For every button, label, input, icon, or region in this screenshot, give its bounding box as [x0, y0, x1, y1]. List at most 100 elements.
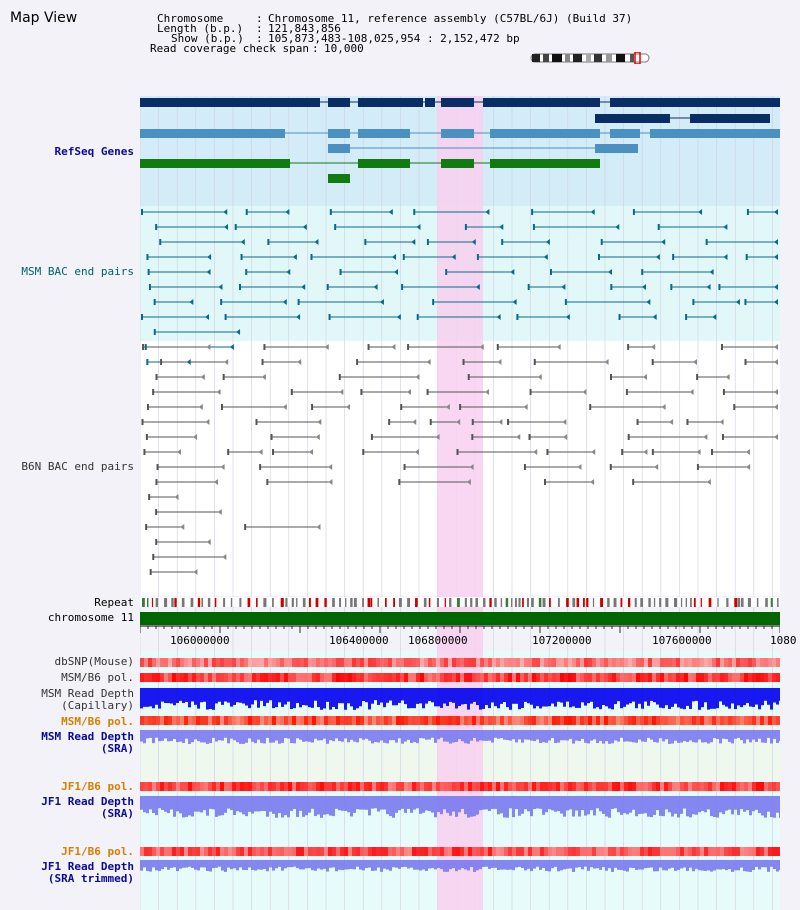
depth-bar — [569, 730, 572, 739]
chromosome-ideogram[interactable] — [530, 52, 652, 64]
repeat-mark — [557, 598, 560, 607]
refseq-genes-track[interactable] — [140, 98, 780, 183]
depth-bar — [530, 860, 533, 872]
heat-cell — [704, 658, 708, 667]
heat-cell — [744, 716, 748, 725]
bac-end — [641, 269, 644, 275]
depth-bar — [146, 796, 149, 814]
depth-bar — [704, 730, 707, 743]
depth-bar — [191, 730, 194, 743]
heat-cell — [176, 658, 180, 667]
depth-bar — [491, 688, 494, 703]
heat-cell — [424, 658, 428, 667]
heat-cell — [224, 658, 228, 667]
heat-cell — [152, 847, 156, 856]
heat-cell — [256, 658, 260, 667]
heat-cell — [164, 658, 168, 667]
repeat-mark — [291, 598, 294, 607]
heat-cell — [212, 847, 216, 856]
heatmap-tracks[interactable] — [140, 658, 780, 856]
heat-cell — [664, 847, 668, 856]
bac-end-arrow — [723, 254, 728, 260]
depth-bar — [368, 860, 371, 868]
depth-bar — [257, 860, 260, 870]
depth-bar — [764, 796, 767, 818]
heat-cell — [664, 716, 668, 725]
heat-cell — [460, 658, 464, 667]
heat-cell — [280, 716, 284, 725]
repeat-mark — [586, 598, 589, 607]
depth-bar — [290, 796, 293, 811]
heat-cell — [604, 847, 608, 856]
bac-end — [733, 404, 736, 410]
heat-cell — [576, 782, 580, 791]
heat-cell — [592, 782, 596, 791]
repeat-mark — [197, 598, 201, 607]
depth-bar — [146, 860, 149, 872]
depth-bar — [353, 730, 356, 742]
highlight-region[interactable] — [437, 96, 483, 910]
heat-cell — [656, 847, 660, 856]
bac-end — [471, 419, 474, 425]
chromosome-bar[interactable] — [140, 612, 780, 625]
heat-cell — [280, 847, 284, 856]
depth-bar — [362, 688, 365, 702]
heat-cell — [328, 716, 332, 725]
heat-cell — [744, 847, 748, 856]
depth-bar — [272, 730, 275, 743]
depth-bar — [356, 688, 359, 709]
b6n-bac-track[interactable] — [141, 344, 778, 575]
heat-cell — [300, 658, 304, 667]
depth-bar — [440, 796, 443, 815]
heat-cell — [404, 716, 408, 725]
heat-cell — [388, 673, 392, 682]
heat-cell — [308, 673, 312, 682]
bac-end — [240, 254, 243, 260]
heat-cell — [448, 716, 452, 725]
depth-bar — [194, 688, 197, 705]
msm-bac-track[interactable] — [141, 209, 778, 365]
depth-bar — [749, 860, 752, 872]
depth-bar — [656, 730, 659, 743]
depth-bar — [200, 688, 203, 703]
bac-end-arrow — [286, 269, 291, 275]
heat-cell — [668, 673, 672, 682]
bac-end — [245, 269, 248, 275]
heat-cell — [248, 847, 252, 856]
repeat-mark — [674, 598, 678, 607]
depth-bar — [317, 796, 320, 815]
repeat-track[interactable] — [140, 597, 780, 607]
depth-bar — [701, 730, 704, 743]
heat-cell — [716, 673, 720, 682]
depth-bar — [455, 688, 458, 709]
depth-bar — [578, 860, 581, 868]
heat-cell — [544, 673, 548, 682]
depth-bar — [203, 688, 206, 702]
depth-bar — [524, 688, 527, 702]
heat-cell — [624, 716, 628, 725]
depth-bar — [608, 860, 611, 869]
axis-tick-label: 106400000 — [329, 634, 389, 647]
repeat-mark — [693, 598, 696, 607]
depth-bar — [461, 796, 464, 809]
depth-bar — [326, 796, 329, 815]
heat-cell — [372, 658, 376, 667]
depth-bar — [146, 688, 149, 707]
depth-bar — [563, 796, 566, 817]
show-value: 105,873,483-108,025,954 : 2,152,472 bp — [268, 32, 520, 45]
depth-bar — [254, 688, 257, 701]
depth-bar — [440, 688, 443, 708]
read-depth-tracks[interactable] — [140, 688, 780, 872]
depth-bar — [212, 730, 215, 738]
depth-bar — [518, 796, 521, 816]
heat-cell — [616, 847, 620, 856]
bac-end — [338, 374, 341, 380]
depth-bar — [350, 860, 353, 869]
heat-cell — [244, 658, 248, 667]
depth-bar — [551, 860, 554, 869]
genome-plot-area[interactable] — [140, 96, 780, 910]
depth-bar — [578, 796, 581, 817]
depth-bar — [551, 796, 554, 811]
depth-bar — [236, 796, 239, 812]
heat-cell — [464, 673, 468, 682]
